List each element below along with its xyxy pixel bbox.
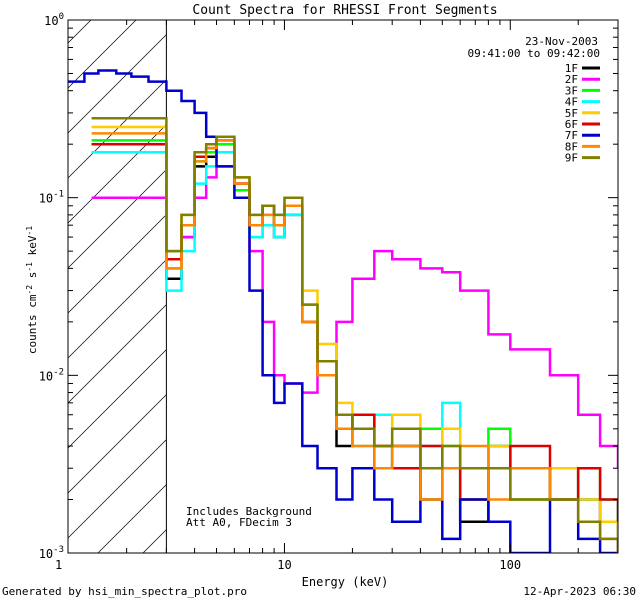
hatched-region — [0, 20, 640, 553]
series-line-5f — [91, 125, 618, 539]
hatch-line — [323, 20, 640, 553]
series-lines — [68, 69, 618, 553]
legend-label-7f: 7F — [565, 129, 578, 142]
x-tick-labels: 1 10 100 — [55, 558, 521, 572]
x-axis-label: Energy (keV) — [302, 575, 389, 589]
legend-label-3f: 3F — [565, 84, 578, 97]
x-tick-label: 10 — [277, 558, 291, 572]
y-tick-labels: 100 10-1 10-2 10-3 — [39, 12, 64, 561]
series-line-7f — [68, 69, 618, 553]
chart-title: Count Spectra for RHESSI Front Segments — [192, 3, 497, 18]
hatch-line — [68, 214, 167, 314]
legend-label-6f: 6F — [565, 118, 578, 131]
hatch-line — [68, 394, 167, 494]
series-line-3f — [91, 139, 618, 522]
y-tick-label: 10-3 — [39, 545, 64, 561]
legend-label-9f: 9F — [565, 152, 578, 165]
y-tick-label: 10-2 — [39, 367, 64, 383]
series-line-8f — [91, 132, 618, 553]
legend-label-8f: 8F — [565, 140, 578, 153]
hatch-line — [68, 259, 167, 359]
observation-date: 23-Nov-2003 — [525, 35, 598, 48]
series-line-4f — [91, 151, 618, 522]
series-line-6f — [91, 139, 618, 522]
x-tick-label: 1 — [55, 558, 62, 572]
hatch-line — [68, 34, 167, 134]
x-tick-label: 100 — [499, 558, 521, 572]
hatch-line — [68, 439, 167, 539]
y-axis-label: counts cm-2 s-1 keV-1 — [25, 226, 39, 354]
footer-generated-by: Generated by hsi_min_spectra_plot.pro — [2, 585, 247, 598]
y-tick-label: 10-1 — [39, 190, 64, 206]
plot-frame — [67, 19, 619, 554]
footer-timestamp: 12-Apr-2023 06:30 — [523, 585, 636, 598]
legend-label-1f: 1F — [565, 62, 578, 75]
series-line-2f — [91, 165, 618, 469]
hatch-line — [413, 20, 640, 553]
legend-label-2f: 2F — [565, 73, 578, 86]
hatch-line — [68, 79, 167, 179]
annotation-background: Includes Background — [186, 505, 312, 518]
hatch-line — [68, 124, 167, 224]
hatch-line — [0, 20, 46, 553]
hatch-line — [68, 20, 92, 44]
legend-label-4f: 4F — [565, 96, 578, 109]
observation-time-range: 09:41:00 to 09:42:00 — [468, 47, 600, 60]
series-line-9f — [91, 116, 618, 553]
legend-label-5f: 5F — [565, 107, 578, 120]
y-tick-label: 100 — [44, 12, 64, 28]
hatch-line — [68, 169, 167, 269]
hatch-line — [0, 20, 1, 553]
axis-ticks — [68, 19, 619, 554]
annotation-attenuator: Att A0, FDecim 3 — [186, 516, 292, 529]
